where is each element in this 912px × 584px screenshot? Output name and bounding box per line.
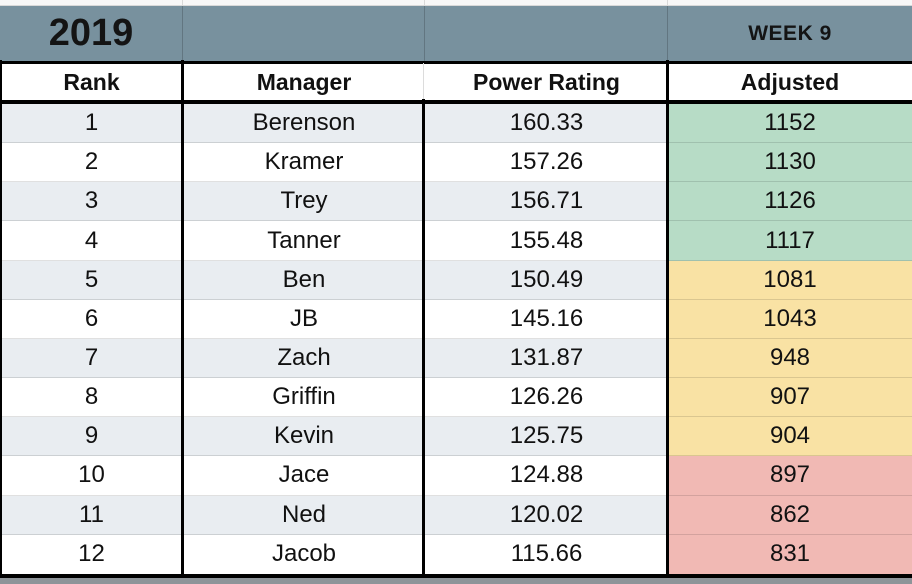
sliver-gridline <box>667 0 668 5</box>
divider-below-header <box>0 100 912 104</box>
rank-cell[interactable]: 5 <box>0 261 183 300</box>
column-header-row: Rank Manager Power Rating Adjusted <box>0 64 912 100</box>
table-body: 1 Berenson 160.33 1152 2 Kramer 157.26 1… <box>0 104 912 574</box>
manager-cell[interactable]: Ben <box>183 261 425 300</box>
row-below-sliver <box>0 577 912 584</box>
manager-cell[interactable]: Kramer <box>183 143 425 183</box>
manager-cell[interactable]: Zach <box>183 339 425 379</box>
manager-cell[interactable]: JB <box>183 300 425 339</box>
rank-cell[interactable]: 4 <box>0 221 183 261</box>
divider-below-banner <box>0 61 912 64</box>
adjusted-cell[interactable]: 907 <box>668 378 912 418</box>
manager-cell[interactable]: Jace <box>183 456 425 496</box>
table-row: 10 Jace 124.88 897 <box>0 456 912 496</box>
rank-cell[interactable]: 8 <box>0 378 183 418</box>
table-row: 12 Jacob 115.66 831 <box>0 534 912 574</box>
header-adjusted[interactable]: Adjusted <box>740 68 840 95</box>
rank-cell[interactable]: 2 <box>0 143 183 183</box>
power-rating-cell[interactable]: 126.26 <box>425 378 668 418</box>
manager-cell[interactable]: Berenson <box>183 104 425 144</box>
header-rank[interactable]: Rank <box>63 68 120 95</box>
adjusted-cell[interactable]: 904 <box>668 417 912 457</box>
power-rating-cell[interactable]: 160.33 <box>425 104 668 144</box>
power-rating-cell[interactable]: 131.87 <box>425 339 668 379</box>
power-rating-cell[interactable]: 157.26 <box>425 143 668 183</box>
power-rating-cell[interactable]: 155.48 <box>425 221 668 261</box>
rank-manager-border <box>181 60 184 577</box>
adjusted-cell[interactable]: 1130 <box>668 143 912 183</box>
header-manager[interactable]: Manager <box>256 68 352 95</box>
power-adjusted-border <box>666 60 669 577</box>
manager-cell[interactable]: Tanner <box>183 221 425 261</box>
adjusted-cell[interactable]: 831 <box>668 534 912 574</box>
table-left-border <box>0 60 2 577</box>
banner-empty-cell-2[interactable] <box>425 6 668 61</box>
adjusted-cell[interactable]: 862 <box>668 495 912 535</box>
power-rating-cell[interactable]: 156.71 <box>425 182 668 222</box>
row-above-sliver <box>0 0 912 6</box>
rank-cell[interactable]: 6 <box>0 300 183 339</box>
table-bottom-border <box>0 573 912 578</box>
power-rating-cell[interactable]: 150.49 <box>425 261 668 300</box>
year-cell[interactable]: 2019 <box>0 6 183 61</box>
rank-cell[interactable]: 9 <box>0 417 183 457</box>
table-row: 4 Tanner 155.48 1117 <box>0 221 912 261</box>
table-row: 7 Zach 131.87 948 <box>0 338 912 379</box>
manager-cell[interactable]: Jacob <box>271 540 337 568</box>
rank-cell[interactable]: 3 <box>0 182 183 222</box>
rank-cell[interactable]: 10 <box>0 456 183 496</box>
power-rating-cell[interactable]: 145.16 <box>425 300 668 339</box>
table-row: 3 Trey 156.71 1126 <box>0 182 912 222</box>
adjusted-cell[interactable]: 948 <box>668 338 912 379</box>
table-row: 6 JB 145.16 1043 <box>0 299 912 339</box>
banner-row: 2019 WEEK 9 <box>0 6 912 61</box>
manager-power-header-gridline <box>423 63 424 99</box>
rank-cell[interactable]: 12 <box>78 540 105 568</box>
rank-cell[interactable]: 7 <box>0 339 183 379</box>
power-rating-cell[interactable]: 124.88 <box>425 456 668 496</box>
banner-empty-cell-1[interactable] <box>183 6 425 61</box>
rank-cell[interactable]: 1 <box>0 104 183 144</box>
manager-cell[interactable]: Trey <box>183 182 425 222</box>
table-row: 1 Berenson 160.33 1152 <box>0 104 912 144</box>
week-cell[interactable]: WEEK 9 <box>748 21 832 45</box>
rank-cell[interactable]: 11 <box>0 496 183 535</box>
table-row: 11 Ned 120.02 862 <box>0 495 912 535</box>
power-rating-cell[interactable]: 125.75 <box>425 417 668 457</box>
manager-cell[interactable]: Kevin <box>183 417 425 457</box>
table-row: 8 Griffin 126.26 907 <box>0 378 912 418</box>
manager-cell[interactable]: Griffin <box>183 378 425 418</box>
sliver-gridline <box>182 0 183 5</box>
adjusted-cell[interactable]: 1117 <box>668 221 912 261</box>
manager-power-border <box>422 99 425 577</box>
manager-cell[interactable]: Ned <box>183 496 425 535</box>
table-row: 9 Kevin 125.75 904 <box>0 417 912 457</box>
table-row: 5 Ben 150.49 1081 <box>0 260 912 300</box>
adjusted-cell[interactable]: 897 <box>668 456 912 496</box>
power-rating-cell[interactable]: 120.02 <box>425 496 668 535</box>
table-row: 2 Kramer 157.26 1130 <box>0 143 912 183</box>
adjusted-cell[interactable]: 1152 <box>668 104 912 144</box>
adjusted-cell[interactable]: 1043 <box>668 299 912 339</box>
power-rating-cell[interactable]: 115.66 <box>510 540 583 568</box>
adjusted-cell[interactable]: 1126 <box>668 182 912 222</box>
adjusted-cell[interactable]: 1081 <box>668 260 912 300</box>
header-power-rating[interactable]: Power Rating <box>473 68 620 95</box>
sliver-gridline <box>424 0 425 5</box>
